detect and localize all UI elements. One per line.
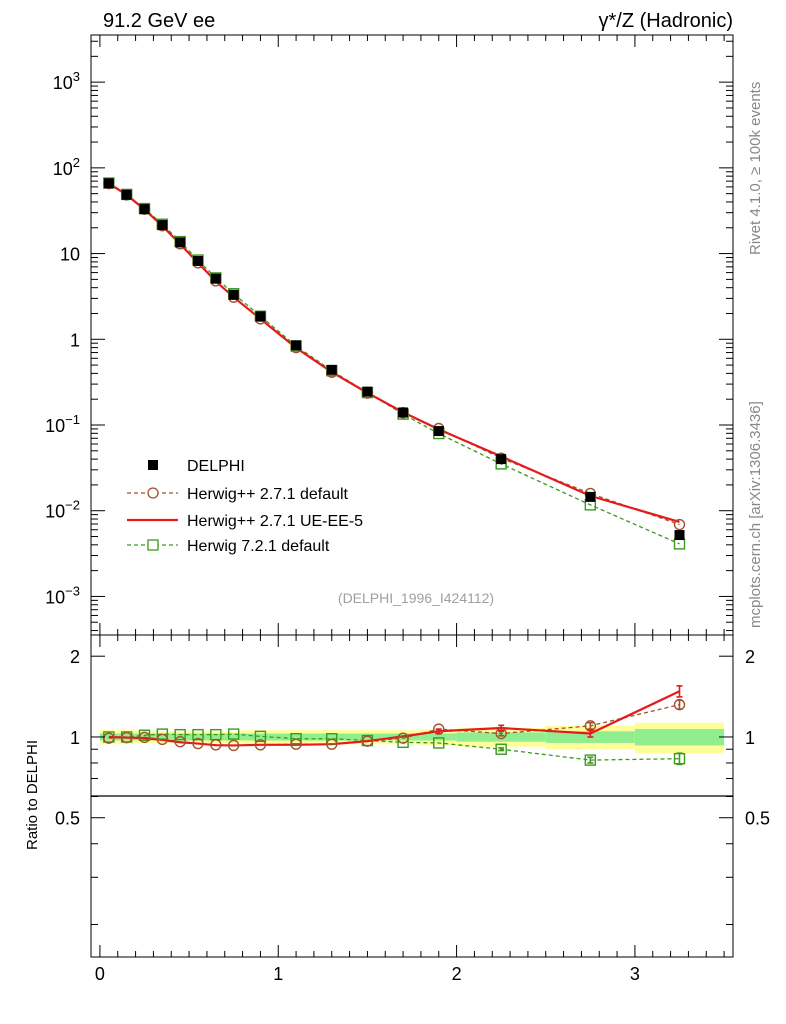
series-1-ratio-point bbox=[138, 731, 151, 744]
ratio-band-inner bbox=[278, 733, 314, 741]
delphi-data-point bbox=[496, 454, 507, 465]
ratio-ylabel: Ratio to DELPHI bbox=[24, 740, 41, 850]
series-1-ratio-point bbox=[397, 732, 409, 744]
y-tick-label: 10 bbox=[60, 245, 80, 265]
series-3-ratio-point bbox=[584, 754, 597, 766]
series-3-ratio-point bbox=[227, 728, 240, 740]
series-1-ratio-point bbox=[210, 739, 222, 751]
title-right: γ*/Z (Hadronic) bbox=[599, 10, 733, 32]
delphi-data-point bbox=[674, 530, 685, 541]
ratio-band-inner bbox=[420, 733, 457, 741]
series-3-ratio-point bbox=[156, 728, 169, 740]
y-tick-label: 103 bbox=[53, 69, 80, 93]
legend-delphi-label: DELPHI bbox=[187, 458, 245, 475]
delphi-data-point bbox=[193, 255, 203, 266]
title-left: 91.2 GeV ee bbox=[103, 10, 215, 32]
ratio-panel bbox=[90, 634, 734, 958]
legend-herwigpp-default-marker bbox=[147, 487, 159, 499]
delphi-data-point bbox=[139, 204, 150, 215]
series-1-ratio-point bbox=[673, 698, 686, 711]
delphi-data-point bbox=[255, 311, 266, 322]
series-1-ratio-point bbox=[227, 739, 240, 752]
series-1-ratio-point bbox=[120, 731, 133, 744]
delphi-data-point bbox=[326, 364, 337, 375]
series-1-ratio-point bbox=[192, 737, 204, 750]
x-tick-label-3: 3 bbox=[630, 964, 640, 984]
ratio-band-inner bbox=[224, 733, 243, 741]
delphi-data-point bbox=[103, 178, 114, 189]
series-3-ratio-point bbox=[290, 733, 302, 745]
series-3-ratio-point bbox=[192, 728, 204, 741]
ratio-tick-label-left-2: 2 bbox=[70, 647, 80, 667]
series-3-ratio-point bbox=[433, 737, 445, 749]
series-3-ratio-line bbox=[108, 733, 680, 761]
series-1-ratio-point bbox=[290, 738, 302, 750]
series-3-ratio-point bbox=[673, 752, 686, 765]
series-1-ratio-point bbox=[326, 738, 338, 750]
side-label-bottom: mcplots.cern.ch [arXiv:1306.3436] bbox=[747, 401, 764, 628]
ratio-band-inner bbox=[242, 733, 279, 741]
ratio-band-inner bbox=[189, 733, 207, 741]
delphi-data-point bbox=[433, 426, 444, 437]
series-2-ratio-line bbox=[108, 690, 680, 747]
legend-entry-herwigpp-default: Herwig++ 2.7.1 default bbox=[127, 486, 349, 503]
series-3-ratio-point bbox=[254, 730, 267, 743]
delphi-data-point bbox=[585, 491, 596, 502]
ratio-tick-label-left-0.5: 0.5 bbox=[55, 809, 80, 829]
delphi-data-point bbox=[121, 189, 132, 200]
series-3-ratio-point bbox=[326, 733, 338, 745]
legend-herwigpp-default-label: Herwig++ 2.7.1 default bbox=[187, 486, 349, 503]
x-tick-labels: 0 1 2 3 bbox=[95, 964, 640, 984]
y-tick-label: 102 bbox=[53, 155, 80, 179]
ratio-tick-labels: 0.5 1 2 0.5 1 2 bbox=[55, 647, 770, 829]
legend-entry-delphi: DELPHI bbox=[148, 458, 245, 475]
legend-herwig7-default-label: Herwig 7.2.1 default bbox=[187, 538, 330, 555]
ratio-band-inner bbox=[153, 733, 172, 741]
series-1-ratio-point bbox=[361, 735, 374, 747]
y-tick-label: 1 bbox=[70, 330, 80, 350]
series-1-ratio-point bbox=[156, 733, 169, 746]
side-label-top: Rivet 4.1.0, ≥ 100k events bbox=[747, 82, 764, 255]
x-tick-label-0: 0 bbox=[95, 964, 105, 984]
watermark: (DELPHI_1996_I424112) bbox=[338, 590, 494, 606]
legend-delphi-marker bbox=[148, 460, 158, 470]
series-1-ratio-point bbox=[103, 732, 115, 744]
y-tick-labels: 10−3 10−2 10−1 1 10 102 103 bbox=[45, 69, 80, 607]
delphi-data-point bbox=[228, 289, 239, 300]
delphi-data-point bbox=[210, 273, 221, 284]
delphi-data-point bbox=[157, 220, 168, 231]
series-1-ratio-point bbox=[254, 739, 267, 751]
legend: DELPHI Herwig++ 2.7.1 default Herwig++ 2… bbox=[127, 458, 363, 555]
series-3-ratio-point bbox=[495, 743, 507, 755]
x-tick-label-1: 1 bbox=[273, 964, 283, 984]
legend-herwigpp-ueee5-label: Herwig++ 2.7.1 UE-EE-5 bbox=[187, 513, 363, 530]
ratio-tick-label-right-0.5: 0.5 bbox=[745, 809, 770, 829]
legend-entry-herwig7-default: Herwig 7.2.1 default bbox=[127, 538, 330, 555]
ratio-tick-label-right-1: 1 bbox=[745, 728, 755, 748]
ratio-band-inner bbox=[634, 729, 725, 746]
y-tick-label: 10−3 bbox=[45, 583, 80, 607]
delphi-data-point bbox=[175, 237, 186, 248]
ratio-band-inner bbox=[456, 732, 546, 742]
series-3-ratio-point bbox=[397, 736, 409, 749]
legend-herwig7-default-marker bbox=[147, 539, 159, 551]
ratio-band-inner bbox=[349, 733, 386, 741]
ratio-band-inner bbox=[206, 733, 225, 741]
ratio-frame bbox=[90, 634, 734, 958]
series-3-ratio-point bbox=[174, 728, 186, 741]
series-1-ratio-point bbox=[174, 736, 186, 748]
x-tick-label-2: 2 bbox=[452, 964, 462, 984]
delphi-data-point bbox=[362, 386, 373, 397]
series-1-main-point bbox=[673, 518, 686, 531]
y-tick-label: 10−2 bbox=[45, 498, 80, 522]
delphi-data-point bbox=[291, 340, 302, 351]
ratio-tick-label-right-2: 2 bbox=[745, 647, 755, 667]
y-tick-label: 10−1 bbox=[45, 412, 80, 436]
legend-entry-herwigpp-ueee5: Herwig++ 2.7.1 UE-EE-5 bbox=[127, 513, 363, 530]
delphi-data-point bbox=[398, 407, 409, 418]
ratio-band-inner bbox=[313, 733, 350, 741]
ratio-tick-label-left-1: 1 bbox=[70, 728, 80, 748]
